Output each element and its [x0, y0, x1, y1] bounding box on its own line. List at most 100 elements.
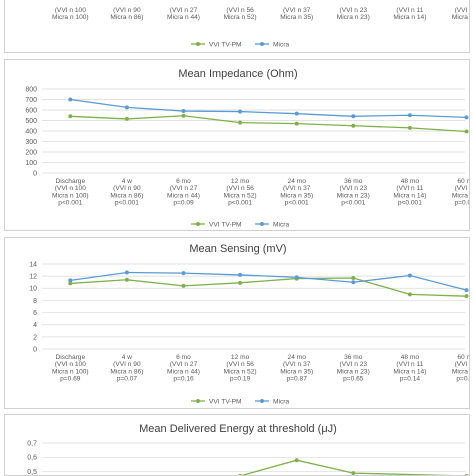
- x-tick-label: Micra n 86): [110, 368, 143, 375]
- x-tick-label: Micra n 35): [280, 368, 313, 375]
- y-tick-label: 800: [25, 86, 37, 93]
- y-tick-label: 2: [33, 334, 37, 341]
- x-tick-label: (VVI n 56: [226, 361, 254, 368]
- chart-title: Mean Sensing (mV): [189, 243, 286, 255]
- x-tick-label: p<0.001: [285, 200, 309, 207]
- x-tick-label: Micra n 5): [452, 14, 470, 21]
- y-tick-label: 0,5: [27, 469, 37, 476]
- y-tick-label: 8: [33, 298, 37, 305]
- data-point: [181, 283, 186, 288]
- data-point: [238, 120, 243, 125]
- y-tick-label: 10: [29, 286, 37, 293]
- data-point: [351, 275, 356, 280]
- x-tick-label: p=0.07: [117, 376, 138, 383]
- y-tick-label: 500: [25, 118, 37, 125]
- x-tick-label: Micra n 5): [452, 192, 470, 199]
- x-tick-label: Micra n 23): [337, 192, 370, 199]
- x-tick-label: p<0.001: [115, 200, 139, 207]
- x-tick-label: 12 mo: [231, 178, 250, 185]
- legend-marker-vvi: [196, 399, 200, 403]
- data-point: [68, 278, 73, 283]
- y-tick-label: 14: [29, 261, 37, 268]
- data-point: [124, 270, 129, 275]
- data-point: [407, 125, 412, 130]
- x-tick-label: p=0.87: [287, 376, 308, 383]
- data-point: [124, 116, 129, 121]
- y-tick-label: 0: [33, 170, 37, 177]
- x-tick-label: (VVI n 8: [455, 7, 470, 14]
- x-tick-label: p=0.65: [343, 376, 364, 383]
- x-tick-label: Micra n 86): [110, 192, 143, 199]
- x-tick-label: (VVI n 8: [455, 185, 470, 192]
- data-point: [238, 280, 243, 285]
- x-tick-label: 6 mo: [176, 354, 191, 361]
- data-point: [68, 114, 73, 119]
- x-tick-label: p<0.001: [58, 200, 82, 207]
- legend-marker-vvi: [196, 222, 200, 226]
- data-point: [294, 458, 299, 463]
- y-tick-label: 600: [25, 107, 37, 114]
- legend-label-micra: Micra: [273, 221, 289, 228]
- legend-marker-micra: [260, 42, 264, 46]
- x-tick-label: p<0.001: [228, 200, 252, 207]
- data-point: [294, 121, 299, 126]
- data-point: [407, 292, 412, 297]
- legend-marker-vvi: [196, 42, 200, 46]
- x-tick-label: 12 mo: [231, 354, 250, 361]
- x-tick-label: p=0.09: [173, 200, 194, 207]
- x-tick-label: (VVI n 56: [226, 7, 254, 14]
- x-tick-label: p=0.16: [173, 376, 194, 383]
- data-point: [238, 272, 243, 277]
- x-tick-label: (VVI n 23: [340, 361, 368, 368]
- data-point: [68, 97, 73, 102]
- x-tick-label: Micra n 52): [224, 192, 257, 199]
- x-tick-label: Micra n 86): [110, 14, 143, 21]
- x-tick-label: Micra n 52): [224, 14, 257, 21]
- x-tick-label: (VVI n 23: [340, 7, 368, 14]
- chart-mean-impedance: Mean Impedance (Ohm) 0 100 200 300 400 500 600 7…: [4, 59, 470, 231]
- data-point: [464, 115, 469, 120]
- data-point: [181, 109, 186, 114]
- x-tick-label: 48 mo: [401, 178, 420, 185]
- x-tick-label: (VVI n 90: [113, 185, 141, 192]
- x-tick-label: Micra n 44): [167, 368, 200, 375]
- chart-top-partial: (VVI n 100 Micra n 100) (VVI n 90 Micra n 8…: [4, 0, 470, 53]
- chart-title: Mean Delivered Energy at threshold (μJ): [139, 423, 337, 435]
- chart-svg-1: Mean Impedance (Ohm) 0 100 200 300 400 500 600 7…: [25, 68, 470, 228]
- x-tick-label: p=0.14: [400, 376, 421, 383]
- legend-label-vvi: VVI TV-PM: [209, 41, 242, 48]
- x-tick-label: Micra n 35): [280, 14, 313, 21]
- legend-label-micra: Micra: [273, 41, 289, 48]
- x-tick-label: (VVI n 11: [396, 185, 423, 192]
- series-line-micra: [70, 98, 467, 118]
- legend-label-micra: Micra: [273, 398, 289, 405]
- chart-mean-sensing: Mean Sensing (mV) 0 2 4 6 8 10 12 14 Discharge (VV…: [4, 237, 470, 409]
- x-tick-label: (VVI n 90: [113, 361, 141, 368]
- x-tick-label: 4 w: [122, 354, 132, 361]
- y-tick-label: 400: [25, 128, 37, 135]
- data-point: [351, 123, 356, 128]
- x-tick-label: (VVI n 100: [55, 7, 86, 14]
- chart-mean-delivered-energy: Mean Delivered Energy at threshold (μJ) 0…: [4, 414, 470, 476]
- x-tick-label: (VVI n 27: [170, 361, 198, 368]
- x-tick-label: 36 mo: [344, 178, 363, 185]
- x-tick-label: Discharge: [55, 354, 85, 361]
- data-point: [407, 113, 412, 118]
- legend-marker-micra: [260, 399, 264, 403]
- series-line-vvi-tv-pm: [70, 115, 467, 133]
- x-tick-label: Micra n 35): [280, 192, 313, 199]
- x-tick-label: (VVI n 11: [396, 361, 423, 368]
- legend-label-vvi: VVI TV-PM: [209, 221, 242, 228]
- x-tick-label: Micra n 100): [52, 368, 89, 375]
- legend-label-vvi: VVI TV-PM: [209, 398, 242, 405]
- x-tick-label: Micra n 23): [337, 368, 370, 375]
- x-tick-label: (VVI n 23: [340, 185, 368, 192]
- x-tick-label: Discharge: [55, 178, 85, 185]
- data-point: [351, 471, 356, 475]
- data-point: [238, 109, 243, 114]
- x-tick-label: (VVI n 8: [455, 361, 470, 368]
- x-tick-label: p=0.19: [230, 376, 251, 383]
- x-tick-label: 36 mo: [344, 354, 363, 361]
- data-point: [124, 105, 129, 110]
- x-tick-label: (VVI n 56: [226, 185, 254, 192]
